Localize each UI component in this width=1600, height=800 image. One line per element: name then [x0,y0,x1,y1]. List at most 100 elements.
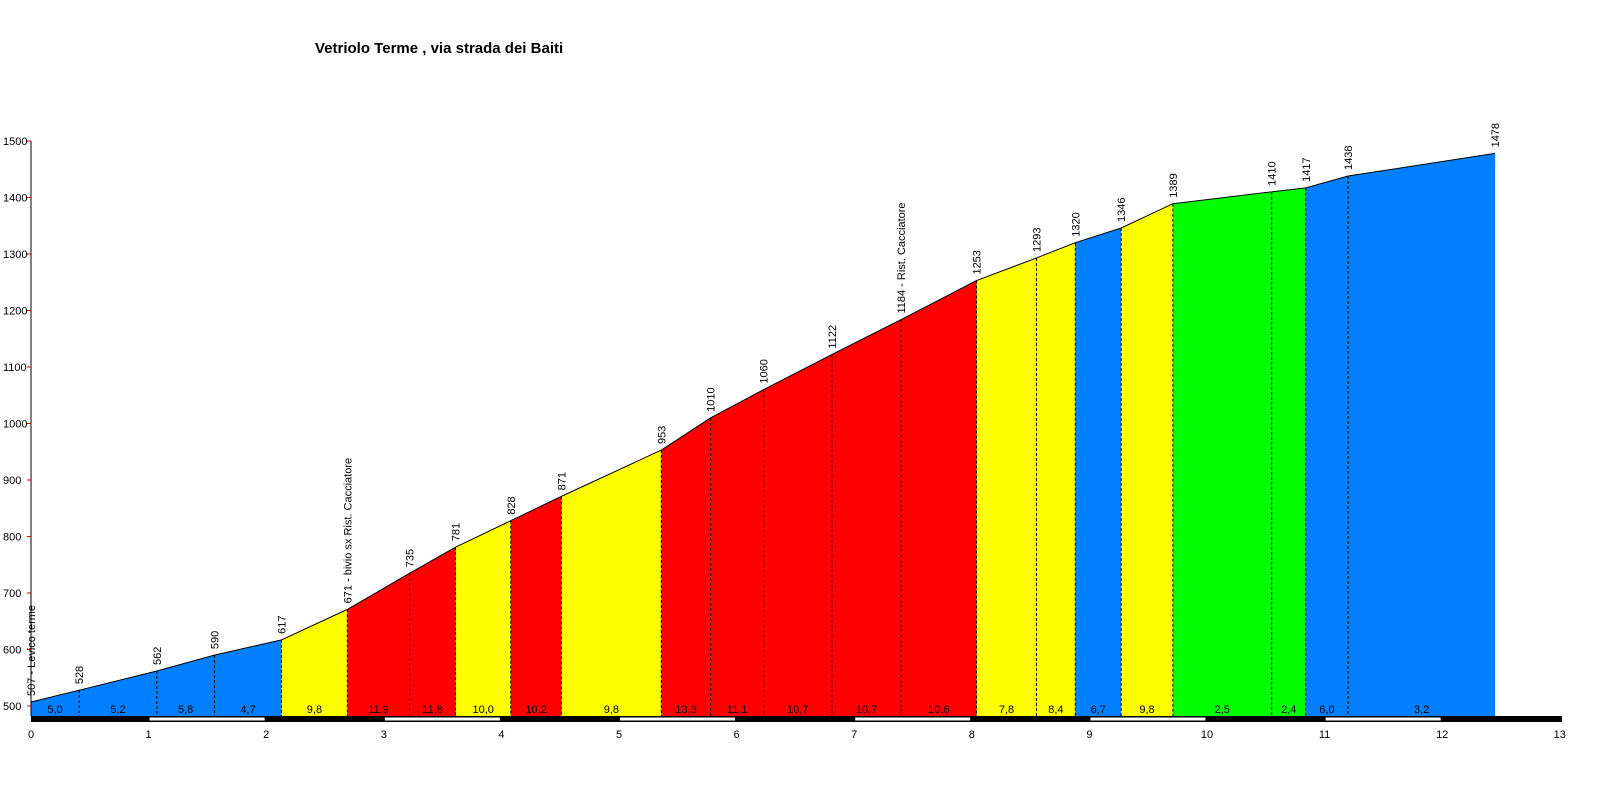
elevation-label: 1438 [1343,146,1355,170]
elevation-label: 671 - bivio sx Rist. Cacciatore [342,458,354,604]
y-tick-label: 800 [3,532,21,544]
profile-line [214,639,282,656]
segment-area [901,280,977,716]
chart-title: Vetriolo Terme , via strada dei Baiti [315,40,563,57]
x-tick-label: 13 [1554,729,1566,741]
segment-area [1036,242,1076,716]
elevation-label: 617 [276,616,288,634]
profile-line [831,319,902,356]
distance-bar-white [620,717,735,721]
segment-area [1075,228,1122,716]
segment-area [510,496,562,716]
gradient-label: 3,2 [1414,704,1429,716]
gradient-label: 10,0 [472,704,493,716]
elevation-label: 1417 [1301,157,1313,181]
profile-line [1075,227,1122,244]
profile-line [661,417,712,451]
profile-line [561,449,662,497]
segment-area [79,670,157,716]
profile-line [156,654,215,672]
segment-area [31,690,80,716]
profile-line [79,670,157,691]
elevation-label: 1293 [1031,227,1043,251]
distance-bar [31,716,1562,722]
segment-area [1348,153,1496,716]
gradient-label: 10,7 [856,704,877,716]
x-tick-label: 10 [1201,729,1213,741]
elevation-label: 1320 [1070,212,1082,236]
x-tick-label: 0 [28,729,34,741]
elevation-label: 528 [74,666,86,684]
y-tick-label: 900 [3,475,21,487]
elevation-label: 871 [556,472,568,490]
profile-line [1348,152,1496,177]
gradient-label: 5,2 [110,704,125,716]
segment-area [347,573,410,716]
profile-line [1271,187,1306,193]
gradient-label: 7,8 [999,704,1014,716]
profile-line [1172,191,1272,205]
segment-area [409,547,456,716]
profile-line [347,572,410,610]
elevation-label: 1122 [827,325,839,349]
elevation-label: 562 [152,647,164,665]
gradient-label: 6,0 [1319,704,1334,716]
distance-bar-white [1325,717,1441,721]
profile-line [455,520,512,548]
elevation-label: 1478 [1490,123,1502,147]
elevation-label: 1389 [1168,173,1180,197]
x-tick-label: 8 [969,729,975,741]
segment-area [710,389,764,716]
x-tick-label: 1 [146,729,152,741]
elevation-label: 735 [405,549,417,567]
elevation-label: 1346 [1116,198,1128,222]
gradient-label: 2,5 [1215,704,1230,716]
segment-area [1305,176,1349,716]
elevation-label: 1410 [1267,161,1279,185]
gradient-label: 10,2 [525,704,546,716]
segment-area [1121,203,1173,717]
elevation-label: 1010 [706,387,718,411]
elevation-label: 781 [451,523,463,541]
segment-area [561,450,662,716]
x-tick-label: 11 [1319,729,1330,741]
distance-bar-white [855,717,971,721]
elevation-label: 507 - Levico terme [26,605,38,696]
gradient-label: 4,7 [240,704,255,716]
elevation-label: 828 [506,496,518,514]
segment-area [156,655,215,716]
elevation-label: 1253 [972,250,984,274]
segment-area [1172,191,1272,717]
segment-area [214,639,282,716]
profile-line [281,608,348,641]
profile-line [976,257,1037,282]
distance-bar-white [149,717,265,721]
y-tick-label: 1300 [3,249,27,261]
gradient-label: 9,8 [1139,704,1154,716]
elevation-label: 953 [656,426,668,444]
x-tick-label: 6 [734,729,740,741]
y-tick-label: 1100 [3,362,27,374]
profile-line [1305,175,1349,189]
elevation-label: 1184 - Rist. Cacciatore [896,202,908,313]
distance-bar-white [384,717,500,721]
gradient-label: 13,3 [675,704,696,716]
x-tick-label: 5 [616,729,622,741]
profile-line [1036,242,1076,259]
gradient-label: 2,4 [1281,704,1296,716]
profile-line [30,689,80,703]
x-tick-label: 12 [1436,729,1448,741]
profile-line [763,354,833,391]
gradient-label: 11,8 [422,704,443,716]
x-tick-label: 2 [263,729,269,741]
x-tick-label: 3 [381,729,387,741]
gradient-label: 8,4 [1048,704,1063,716]
gradient-label: 10,6 [928,704,949,716]
y-tick-label: 600 [3,645,21,657]
y-tick-label: 1500 [3,136,27,148]
gradient-label: 5,8 [178,704,193,716]
y-tick-label: 1400 [3,193,27,205]
y-tick-label: 500 [3,701,21,713]
segment-area [1271,187,1306,716]
gradient-label: 9,8 [307,704,322,716]
